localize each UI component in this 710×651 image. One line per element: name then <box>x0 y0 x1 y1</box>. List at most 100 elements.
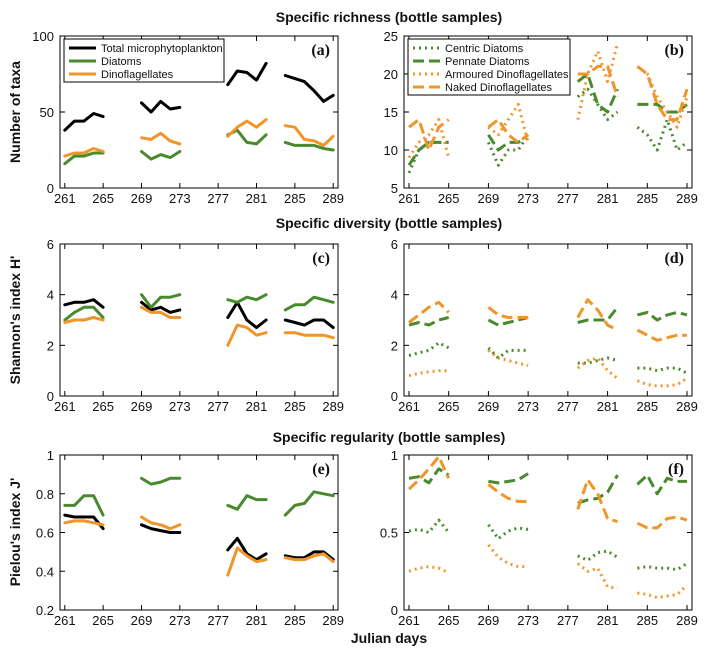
x-tick-label: 261 <box>398 613 420 628</box>
series-line-naked-3 <box>576 298 619 332</box>
series-line-total-4 <box>283 318 335 330</box>
series-line-naked-1 <box>408 118 450 152</box>
x-tick-label: 285 <box>284 399 306 414</box>
y-tick-label: 0 <box>47 389 54 404</box>
y-tick-label: 0 <box>391 389 398 404</box>
x-tick-label: 273 <box>517 191 539 206</box>
x-tick-label: 281 <box>246 613 268 628</box>
x-tick-label: 265 <box>438 613 460 628</box>
panel-label: (f) <box>668 461 684 478</box>
series-line-armoured-4 <box>637 584 689 600</box>
series-line-centric-3 <box>576 87 619 122</box>
y-tick-label: 1 <box>391 448 398 463</box>
x-tick-label: 289 <box>676 399 698 414</box>
panel-c: 261 265 269 273 277 281 285 289 0 2 4 6 (c) Shannon's… <box>7 237 344 414</box>
x-tick-label: 269 <box>478 613 500 628</box>
series-line-centric-2 <box>487 346 529 360</box>
series-line-centric-2 <box>487 133 530 167</box>
x-tick-label: 281 <box>246 191 268 206</box>
series-line-centric-3 <box>577 549 619 562</box>
series-line-armoured-2 <box>487 102 530 143</box>
series-line-centric-4 <box>636 118 688 152</box>
x-tick-label: 265 <box>438 399 460 414</box>
series-line-pennate-4 <box>637 310 688 322</box>
x-tick-label: 273 <box>517 613 539 628</box>
x-tick-label: 289 <box>676 613 698 628</box>
series-line-centric-4 <box>637 562 688 572</box>
x-tick-label: 261 <box>54 613 76 628</box>
y-tick-label: 0.4 <box>36 564 54 579</box>
series-line-dinoflagellates-4 <box>283 331 335 340</box>
panel-label: (b) <box>664 42 684 59</box>
series-line-dinoflagellates-1 <box>63 147 105 158</box>
series-line-centric-4 <box>637 366 688 375</box>
x-tick-label: 265 <box>92 613 114 628</box>
panels: 261 265 269 273 277 281 285 289050100(a)Number … <box>7 29 698 628</box>
y-axis-label: Pielou's index J' <box>7 478 23 587</box>
x-tick-label: 261 <box>54 399 76 414</box>
series-line-total-1 <box>63 513 105 531</box>
series-line-naked-1 <box>408 300 450 324</box>
y-tick-label: 0 <box>47 181 54 196</box>
x-tick-label: 285 <box>284 191 306 206</box>
series-line-armoured-3 <box>576 562 618 590</box>
series-line-centric-3 <box>577 356 618 365</box>
x-tick-label: 281 <box>597 399 619 414</box>
series-line-diatoms-1 <box>63 494 105 517</box>
series-line-armoured-3 <box>576 356 619 380</box>
series-line-pennate-3 <box>576 72 619 114</box>
series-line-pennate-1 <box>408 467 450 485</box>
series-line-total-2 <box>140 523 182 534</box>
x-tick-label: 277 <box>207 613 229 628</box>
series-line-naked-3 <box>576 478 618 524</box>
y-tick-label: 2 <box>391 338 398 353</box>
series-line-total-2 <box>140 99 182 114</box>
series-line-total-4 <box>283 74 335 103</box>
x-tick-label: 273 <box>169 399 191 414</box>
series-line-naked-1 <box>407 455 451 491</box>
x-tick-label: 285 <box>636 191 658 206</box>
y-tick-label: 50 <box>40 105 54 120</box>
series-line-pennate-4 <box>636 473 687 496</box>
x-tick-label: 269 <box>131 613 153 628</box>
panel-b: 261 265 269 273 277 281 285 289 5 10 15 20 25 (b) Cent… <box>384 29 698 206</box>
series-line-naked-2 <box>487 118 530 144</box>
y-tick-label: 0.5 <box>380 526 398 541</box>
series-line-dinoflagellates-3 <box>226 546 268 577</box>
plot-frame <box>403 243 693 397</box>
x-tick-label: 277 <box>557 399 579 414</box>
legend-label-pennate: Pennate Diatoms <box>445 56 530 68</box>
legend-label-dinoflagellates: Dinoflagellates <box>101 69 174 81</box>
series-line-diatoms-4 <box>283 490 335 517</box>
series-line-armoured-2 <box>487 349 529 368</box>
series-line-centric-1 <box>407 140 449 174</box>
series-line-dinoflagellates-1 <box>63 519 105 527</box>
x-tick-label: 273 <box>517 399 539 414</box>
series-line-dinoflagellates-2 <box>140 305 182 319</box>
y-axis-label: Shannon's index H' <box>7 256 23 385</box>
series-line-diatoms-2 <box>140 476 182 486</box>
x-tick-label: 281 <box>597 191 619 206</box>
series-line-diatoms-3 <box>226 293 268 304</box>
series-line-pennate-3 <box>577 474 619 505</box>
y-tick-label: 4 <box>47 288 54 303</box>
x-tick-label: 269 <box>131 191 153 206</box>
panel-e: 261 265 269 273 277 281 285 289 0.2 0.4 0.6 0.8 1 (e)… <box>7 448 344 628</box>
x-tick-label: 277 <box>207 399 229 414</box>
legend-label-centric: Centric Diatoms <box>445 43 524 55</box>
row-title-richness: Specific richness (bottle samples) <box>276 9 502 25</box>
series-line-total-1 <box>63 298 105 309</box>
x-tick-label: 285 <box>284 613 306 628</box>
series-line-dinoflagellates-4 <box>283 552 335 564</box>
panel-d: 261 265 269 273 277 281 285 289 0 2 4 6 (d) <box>391 237 698 414</box>
x-axis-label: Julian days <box>351 630 427 646</box>
series-line-armoured-1 <box>408 565 450 575</box>
x-tick-label: 261 <box>398 399 420 414</box>
series-line-centric-1 <box>408 341 450 357</box>
x-tick-label: 261 <box>398 191 420 206</box>
series-line-naked-2 <box>487 306 529 319</box>
x-tick-label: 289 <box>322 399 344 414</box>
row-title-diversity: Specific diversity (bottle samples) <box>276 215 502 231</box>
y-tick-label: 25 <box>384 29 398 44</box>
